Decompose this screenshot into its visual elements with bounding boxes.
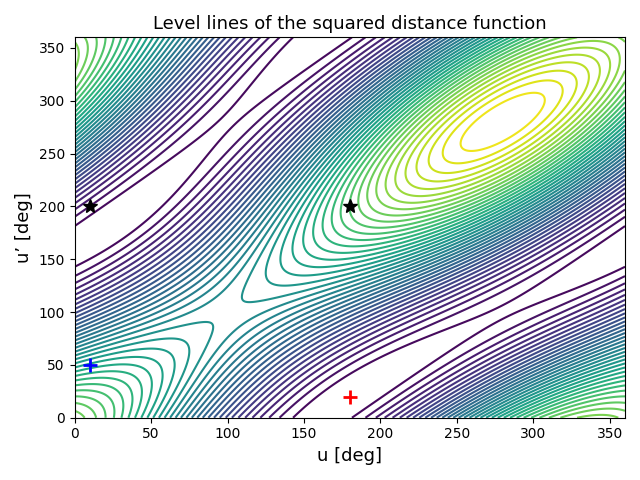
Y-axis label: u’ [deg]: u’ [deg] xyxy=(15,192,33,263)
Title: Level lines of the squared distance function: Level lines of the squared distance func… xyxy=(153,15,547,33)
X-axis label: u [deg]: u [deg] xyxy=(317,447,382,465)
